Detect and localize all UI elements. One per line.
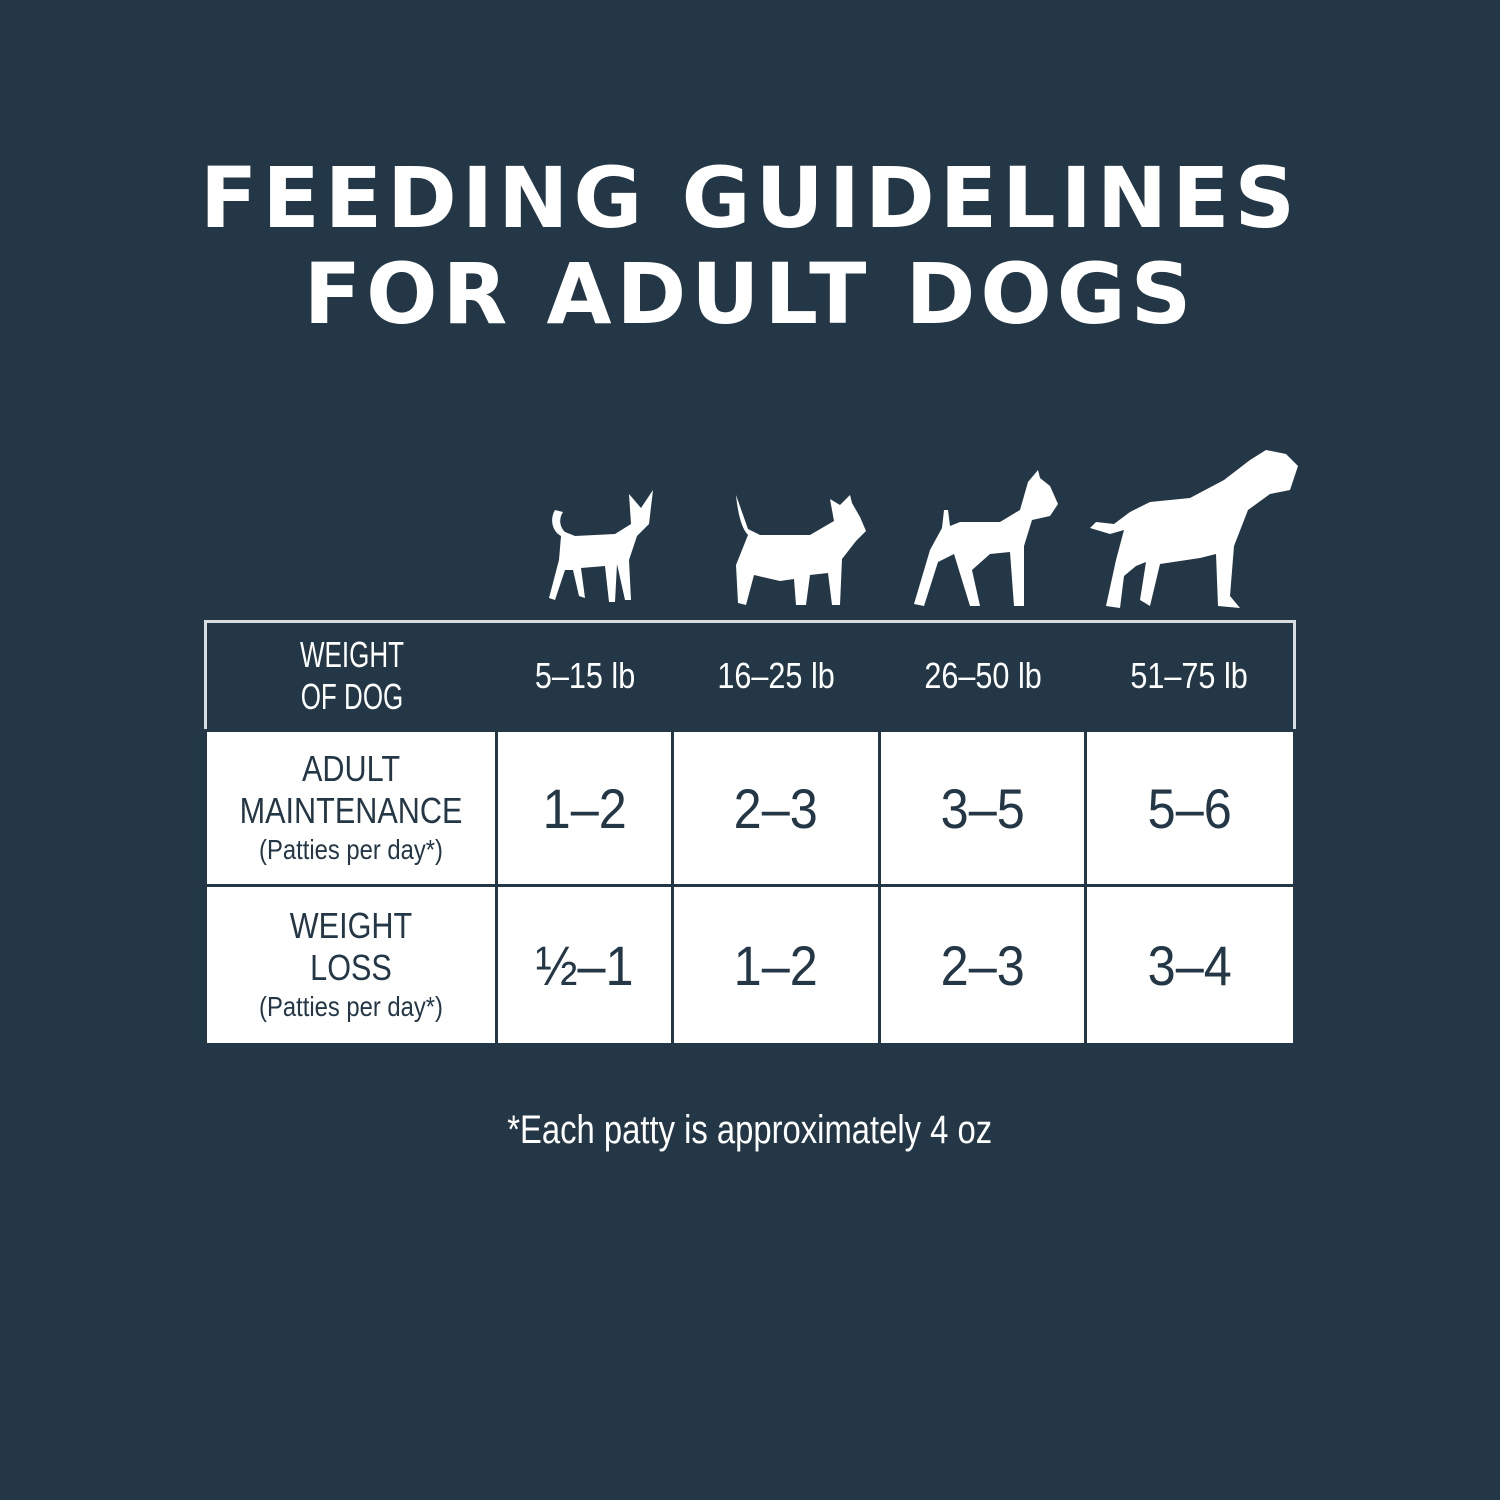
- chihuahua-silhouette-icon: [549, 490, 653, 602]
- table-cell: 2–3: [877, 884, 1088, 1046]
- table-cell: 2–3: [671, 729, 881, 887]
- header-label: WEIGHT OF DOG: [205, 621, 497, 731]
- table-row-adult-maintenance: ADULT MAINTENANCE (Patties per day*) 1–2 …: [204, 729, 1296, 887]
- table-row-weight-loss: WEIGHT LOSS (Patties per day*) ½–1 1–2 2–…: [204, 884, 1296, 1046]
- dog-icons: [0, 440, 1500, 610]
- row-label: WEIGHT LOSS (Patties per day*): [204, 884, 498, 1046]
- weight-header: 16–25 lb: [672, 621, 880, 731]
- footnote: *Each patty is approximately 4 oz: [507, 1108, 993, 1152]
- table-cell: 3–5: [877, 729, 1088, 887]
- terrier-silhouette-icon: [736, 495, 866, 605]
- row-label: ADULT MAINTENANCE (Patties per day*): [204, 729, 498, 887]
- page-title: FEEDING GUIDELINES FOR ADULT DOGS: [199, 149, 1301, 343]
- large-dog-silhouette-icon: [1090, 450, 1298, 608]
- table-cell: ½–1: [494, 884, 675, 1046]
- table-cell: 1–2: [671, 884, 881, 1046]
- table-cell: 3–4: [1084, 884, 1296, 1046]
- table-header-row: WEIGHT OF DOG 5–15 lb 16–25 lb 26–50 lb 5…: [205, 621, 1295, 731]
- weight-header: 26–50 lb: [879, 621, 1086, 731]
- feeding-table: WEIGHT OF DOG 5–15 lb 16–25 lb 26–50 lb 5…: [204, 620, 1296, 1046]
- table-cell: 5–6: [1084, 729, 1296, 887]
- boxer-silhouette-icon: [914, 470, 1058, 606]
- weight-header: 5–15 lb: [496, 621, 673, 731]
- weight-header: 51–75 lb: [1085, 621, 1295, 731]
- table-cell: 1–2: [494, 729, 675, 887]
